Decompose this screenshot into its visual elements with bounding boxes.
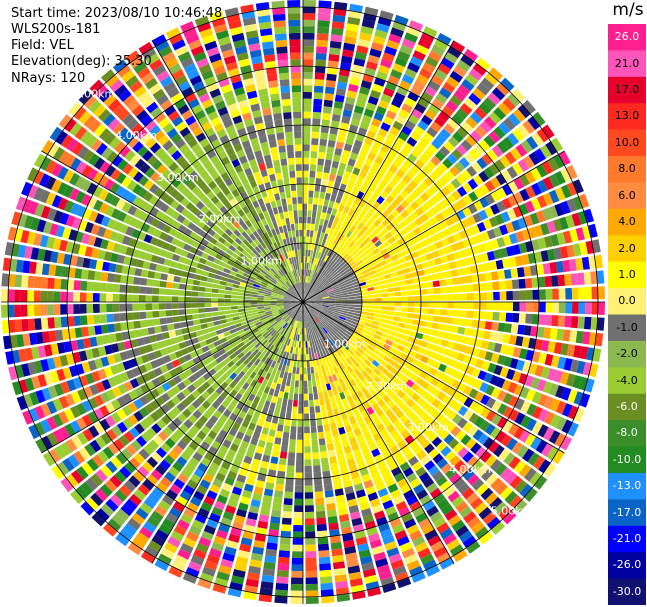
colorbar-tick-label: 2.0 [618, 241, 636, 255]
azimuth-line [302, 40, 455, 303]
colorbar-segment [608, 288, 646, 316]
ring-label: 5.00km [74, 87, 116, 100]
colorbar-segment [608, 182, 646, 210]
radar-gates [1, 0, 605, 604]
colorbar-segment [608, 103, 646, 131]
colorbar-tick-label: -4.0 [616, 373, 638, 387]
azimuth-line [302, 301, 565, 454]
colorbar-segment [608, 129, 646, 157]
colorbar-segment [608, 367, 646, 395]
colorbar-segment [608, 420, 646, 448]
colorbar-tick-label: 17.0 [614, 83, 640, 96]
colorbar-tick-label: -17.0 [612, 505, 642, 519]
colorbar-segment [608, 50, 646, 78]
colorbar-tick-label: 6.0 [618, 188, 636, 202]
colorbar-tick-label: -8.0 [616, 426, 638, 440]
colorbar-segment [608, 76, 646, 104]
ring-label: 2.00km [366, 379, 408, 392]
colorbar-tick-label: -30.0 [612, 584, 642, 598]
start-time-label: Start time: 2023/08/10 10:46:48 [11, 6, 223, 21]
colorbar-tick-label: 13.0 [614, 109, 640, 123]
colorbar-tick-label: -2.0 [616, 347, 638, 361]
colorbar-tick-label: -6.0 [616, 399, 638, 413]
colorbar-tick-label: 1.0 [618, 267, 636, 281]
azimuth-line [41, 150, 304, 303]
ring-label: 5.00km [491, 505, 533, 518]
colorbar-tick-label: -1.0 [616, 320, 638, 334]
ring-label: 3.00km [157, 171, 199, 184]
colorbar-segment [608, 24, 646, 52]
colorbar-tick-label: 0.0 [618, 294, 636, 308]
ring-label: 4.00km [115, 129, 157, 142]
azimuth-line [41, 301, 304, 454]
colorbar-segment [608, 340, 646, 368]
azimuth-line [302, 301, 455, 564]
ppi-plot: 1.00km 1.00km 2.00km 2.00km 3.00km 3.00km 4.00… [1, 0, 605, 604]
colorbar-tick-label: 21.0 [614, 56, 640, 70]
colorbar-tick-label: 4.0 [618, 215, 636, 229]
instrument-label: WLS200s-181 [11, 22, 101, 37]
colorbar-segment [608, 525, 646, 553]
colorbar-segment [608, 235, 646, 263]
colorbar [608, 24, 646, 605]
azimuth-line [151, 40, 304, 303]
colorbar-tick-label: 26.0 [614, 30, 640, 44]
colorbar-tick-label: -13.0 [612, 479, 642, 493]
colorbar-tick-label: 10.0 [614, 135, 640, 149]
ring-label: 1.00km [324, 338, 366, 351]
colorbar-unit: m/s [612, 0, 644, 20]
colorbar-segment [608, 208, 646, 236]
ring-label: 2.00km [199, 213, 241, 226]
colorbar-tick-label: -26.0 [612, 558, 642, 572]
colorbar-tick-label: 8.0 [618, 162, 636, 176]
colorbar-segment [608, 552, 646, 580]
colorbar-tick-label: -21.0 [612, 532, 642, 545]
azimuth-line [302, 150, 565, 303]
colorbar-tick-label: -10.0 [612, 452, 642, 466]
ring-label: 3.00km [407, 421, 449, 434]
colorbar-segment [608, 446, 646, 474]
colorbar-segment [608, 499, 646, 527]
colorbar-segment [608, 156, 646, 184]
ring-label: 4.00km [449, 463, 491, 476]
colorbar-segment [608, 261, 646, 289]
nrays-label: NRays: 120 [11, 71, 86, 86]
colorbar-segment [608, 472, 646, 500]
colorbar-segment [608, 314, 646, 342]
elevation-label: Elevation(deg): 35.30 [11, 54, 152, 69]
azimuth-line [151, 301, 304, 564]
field-label: Field: VEL [11, 38, 74, 53]
colorbar-segment [608, 393, 646, 421]
ring-label: 1.00km [241, 254, 283, 267]
colorbar-segment [608, 578, 646, 605]
